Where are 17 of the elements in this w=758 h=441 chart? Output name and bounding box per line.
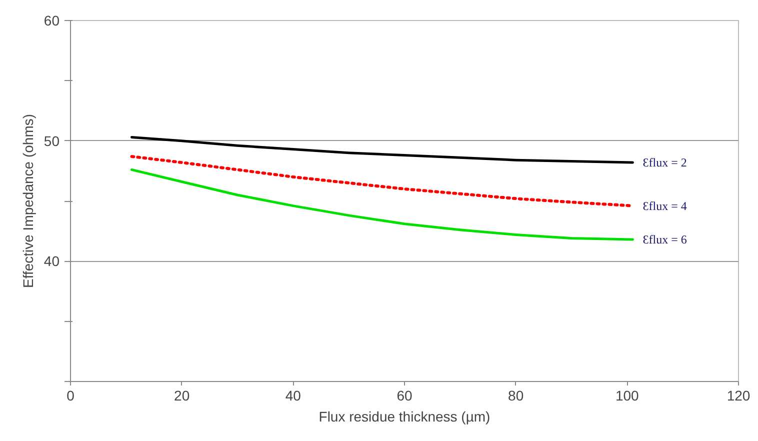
x-tick-label: 80 bbox=[508, 388, 524, 404]
x-tick-label: 0 bbox=[66, 388, 75, 404]
x-tick-label: 20 bbox=[174, 388, 190, 404]
x-tick-label: 100 bbox=[615, 388, 640, 404]
y-tick-label: 60 bbox=[44, 12, 60, 28]
y-axis-title: Effective Impedance (ohms) bbox=[20, 114, 36, 288]
line-series bbox=[130, 168, 634, 241]
x-tick-label: 120 bbox=[726, 388, 750, 404]
line-series bbox=[130, 136, 634, 164]
y-tick-label: 50 bbox=[44, 132, 60, 149]
series-label: Ɛflux = 2 bbox=[642, 155, 687, 170]
x-tick-label: 60 bbox=[396, 388, 412, 404]
series-label: Ɛflux = 6 bbox=[642, 232, 687, 247]
x-axis-title: Flux residue thickness (µm) bbox=[318, 408, 490, 424]
series-label: Ɛflux = 4 bbox=[642, 198, 687, 213]
x-tick-label: 40 bbox=[285, 388, 302, 404]
y-tick-label: 40 bbox=[44, 253, 60, 270]
